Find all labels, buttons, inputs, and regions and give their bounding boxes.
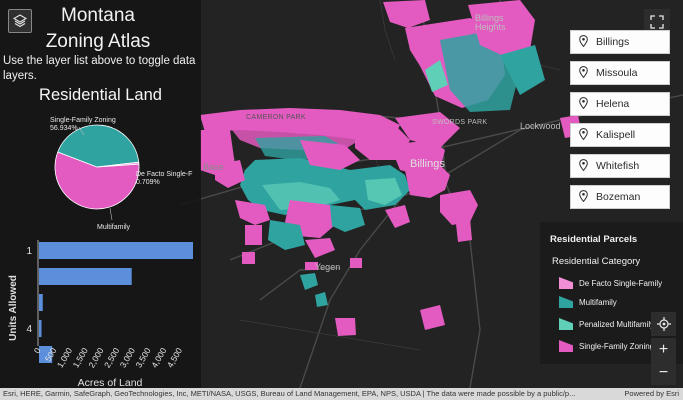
location-pin-icon [579, 189, 588, 205]
side-panel: Montana Zoning Atlas Use the layer list … [0, 0, 201, 388]
city-button-label: Kalispell [596, 129, 636, 141]
legend-item-de-facto: De Facto Single-Family [559, 277, 662, 289]
magenta-swatch-icon [559, 340, 573, 352]
zoom-out-button[interactable]: − [651, 361, 676, 385]
fullscreen-icon [650, 15, 664, 29]
city-button-label: Bozeman [596, 191, 641, 203]
parcels-central [215, 140, 478, 264]
pie-slice-single-family[interactable] [54, 151, 140, 210]
map-label-cameron: CAMERON PARK [246, 114, 306, 121]
locate-icon [656, 317, 671, 331]
layer-list-button[interactable] [8, 9, 32, 33]
map-label-swords-park: SWORDS PARK [432, 119, 488, 126]
legend-item-multifamily: Multifamily [559, 296, 617, 308]
teal-swatch-icon [559, 296, 573, 308]
location-pin-icon [579, 34, 588, 50]
bar-5[interactable] [39, 346, 53, 363]
city-button-label: Billings [596, 36, 630, 48]
legend-subtitle: Residential Category [552, 256, 641, 267]
bar-category-label: 1 [26, 246, 32, 257]
location-pin-icon [579, 158, 588, 174]
parcels-south [300, 115, 582, 336]
city-button-label: Helena [596, 98, 630, 110]
residential-chart-title: Residential Land [39, 86, 162, 104]
powered-by-esri[interactable]: Powered by Esri [624, 389, 679, 398]
units-bar-chart[interactable]: 140 5001,0001,5002,0002,5003,0003,5004,00… [0, 238, 201, 388]
attribution-bar: Esri, HERE, Garmin, SafeGraph, GeoTechno… [0, 388, 683, 400]
location-pin-icon [579, 65, 588, 81]
map-label-billings: Billings [410, 158, 445, 170]
legend-title: Residential Parcels [550, 234, 638, 245]
city-button-helena[interactable]: Helena [570, 92, 670, 116]
residential-pie-chart[interactable] [0, 108, 201, 228]
pie-leader-line [135, 173, 139, 177]
pink-light-swatch-icon [559, 277, 573, 289]
city-button-kalispell[interactable]: Kalispell [570, 123, 670, 147]
bar-3[interactable] [39, 294, 43, 311]
city-button-missoula[interactable]: Missoula [570, 61, 670, 85]
bar-x-tick-label: 0 [32, 346, 43, 355]
legend-item-penalized: Penalized Multifamily [559, 318, 654, 330]
zoom-in-button[interactable]: + [651, 338, 676, 362]
map-canvas[interactable] [0, 0, 683, 388]
pie-label-multifamily: Multifamily [97, 224, 131, 231]
city-button-label: Whitefish [596, 160, 640, 172]
legend-item-single-family: Single-Family Zoning [559, 340, 654, 352]
app-title: Montana Zoning Atlas [45, 5, 151, 52]
layer-hint-text: Use the layer list above to toggle data … [3, 55, 196, 82]
layers-icon [13, 14, 27, 28]
city-button-bozeman[interactable]: Bozeman [570, 185, 670, 209]
city-button-whitefish[interactable]: Whitefish [570, 154, 670, 178]
bar-4[interactable] [39, 320, 42, 337]
pie-leader-line [78, 126, 85, 136]
pie-slice-de-facto[interactable] [96, 161, 140, 168]
map-label-lockwood: Lockwood [520, 121, 561, 131]
map-label-yegen: Yegen [315, 262, 341, 272]
location-pin-icon [579, 96, 588, 112]
parcels-north [383, 0, 545, 112]
bar-category-label: 4 [26, 324, 32, 335]
city-button-billings[interactable]: Billings [570, 30, 670, 54]
pie-slice-multifamily[interactable] [57, 124, 140, 168]
locate-button[interactable] [651, 312, 676, 336]
map-label-billings-heights: Billings Heights [475, 13, 506, 32]
pie-leader-line [109, 207, 113, 221]
city-button-label: Missoula [596, 67, 638, 79]
bar-1[interactable] [39, 242, 193, 259]
bar-y-axis-label: Units Allowed [8, 275, 19, 341]
bar-x-tick-label: 4,500 [165, 346, 184, 370]
map-label-base: Base [203, 162, 224, 172]
bar-2[interactable] [39, 268, 132, 285]
bar-x-axis-label: Acres of Land [78, 377, 143, 388]
pie-label-single-family: Single-Family Zoning 56.934% [50, 117, 116, 132]
pie-label-de-facto: De Facto Single-F 0.709% [136, 171, 193, 186]
attribution-sources[interactable]: Esri, HERE, Garmin, SafeGraph, GeoTechno… [3, 389, 576, 398]
location-pin-icon [579, 127, 588, 143]
mint-swatch-icon [559, 318, 573, 330]
